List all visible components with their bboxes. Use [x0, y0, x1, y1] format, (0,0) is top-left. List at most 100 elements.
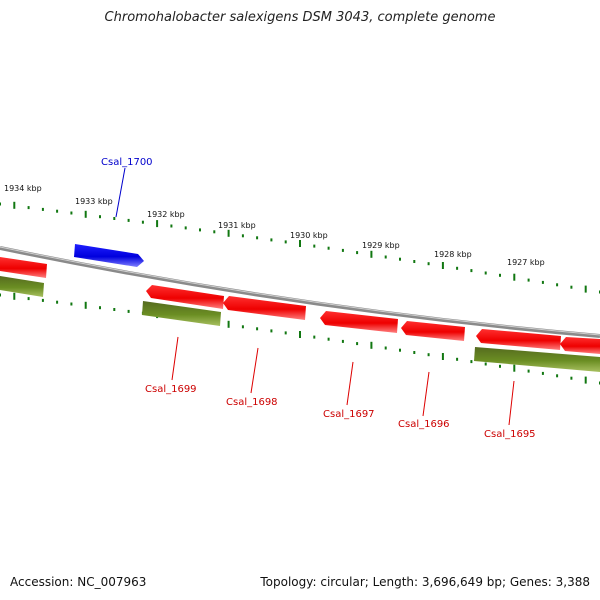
minor-tick — [99, 306, 101, 310]
leader-csal-1700 — [115, 167, 126, 218]
minor-tick — [127, 218, 130, 222]
accession-label: Accession: NC_007963 — [10, 575, 147, 589]
kbp-label: 1933 kbp — [75, 197, 113, 206]
genome-title: Chromohalobacter salexigens DSM 3043, co… — [104, 10, 496, 25]
minor-tick — [70, 211, 73, 215]
minor-tick — [0, 293, 1, 297]
leader-csal-1696 — [422, 371, 430, 417]
minor-tick — [570, 285, 573, 289]
major-tick — [84, 301, 87, 309]
label-leaders — [115, 167, 515, 426]
gene-labels: Csal_1700 Csal_1699 Csal_1698 Csal_1697 … — [101, 157, 536, 440]
kbp-label: 1934 kbp — [4, 184, 42, 193]
minor-tick — [284, 240, 287, 244]
gene-label-csal-1700[interactable]: Csal_1700 — [101, 157, 153, 168]
minor-tick — [427, 262, 430, 266]
minor-tick — [470, 269, 473, 273]
cds-csal-1695[interactable] — [474, 347, 600, 372]
minor-tick — [341, 248, 344, 252]
kbp-label: 1931 kbp — [218, 221, 256, 230]
major-tick — [370, 341, 373, 349]
leader-csal-1698 — [250, 347, 259, 394]
major-tick — [441, 353, 444, 360]
minor-tick — [27, 297, 30, 301]
gene-label-csal-1698[interactable]: Csal_1698 — [226, 397, 278, 408]
minor-tick — [399, 348, 401, 352]
minor-tick — [356, 251, 359, 255]
minor-tick — [113, 217, 116, 220]
minor-tick — [341, 339, 344, 343]
minor-tick — [127, 309, 130, 313]
minor-tick — [470, 360, 473, 364]
cds-csal-1699[interactable] — [142, 301, 221, 326]
gene-reverse-csal-1695[interactable] — [476, 329, 561, 350]
minor-tick — [70, 302, 73, 306]
major-tick — [513, 273, 516, 281]
minor-tick — [241, 325, 244, 329]
cds-left-edge[interactable] — [0, 276, 44, 297]
minor-tick — [541, 280, 544, 284]
minor-tick — [184, 226, 187, 230]
minor-tick — [256, 327, 259, 331]
gene-label-csal-1695[interactable]: Csal_1695 — [484, 429, 536, 440]
kbp-label: 1930 kbp — [290, 231, 328, 240]
gene-label-csal-1696[interactable]: Csal_1696 — [398, 419, 450, 430]
major-tick — [84, 210, 87, 218]
minor-tick — [141, 220, 144, 224]
minor-tick — [327, 246, 330, 250]
kbp-label: 1932 kbp — [147, 210, 185, 219]
gene-forward-csal-1700[interactable] — [74, 244, 144, 267]
minor-tick — [327, 337, 330, 341]
leader-csal-1697 — [346, 361, 354, 406]
major-tick — [299, 331, 301, 338]
minor-tick — [456, 266, 459, 270]
minor-tick — [499, 364, 501, 368]
minor-tick — [556, 283, 559, 287]
minor-tick — [499, 273, 501, 277]
minor-tick — [199, 228, 201, 232]
gene-label-csal-1697[interactable]: Csal_1697 — [323, 409, 375, 420]
leader-csal-1695 — [508, 380, 515, 426]
gene-reverse-left-edge[interactable] — [0, 257, 47, 278]
gene-reverse-csal-1699[interactable] — [146, 285, 224, 309]
major-tick — [584, 376, 587, 384]
major-tick — [227, 229, 230, 237]
minor-tick — [570, 376, 573, 380]
genome-summary: Topology: circular; Length: 3,696,649 bp… — [260, 575, 590, 589]
minor-tick — [556, 374, 559, 378]
major-tick — [513, 364, 516, 372]
minor-tick — [527, 369, 530, 373]
reverse-genes — [0, 257, 600, 354]
gene-reverse-csal-1698[interactable] — [223, 296, 306, 320]
minor-tick — [0, 202, 1, 206]
cds-track — [0, 276, 600, 372]
minor-tick — [99, 215, 101, 219]
minor-tick — [270, 329, 273, 333]
minor-tick — [427, 353, 430, 357]
minor-tick — [413, 260, 416, 263]
minor-tick — [56, 300, 59, 304]
gene-reverse-csal-1697[interactable] — [320, 311, 398, 333]
major-tick — [441, 262, 444, 269]
gene-reverse-csal-1696[interactable] — [401, 321, 465, 341]
minor-tick — [170, 224, 173, 228]
minor-tick — [113, 308, 116, 311]
minor-tick — [313, 244, 316, 248]
minor-tick — [256, 236, 259, 240]
kbp-label: 1928 kbp — [434, 250, 472, 259]
minor-tick — [313, 335, 316, 339]
major-tick — [299, 240, 301, 247]
genome-backbone-highlight — [0, 246, 600, 336]
minor-tick — [41, 207, 44, 211]
minor-tick — [41, 298, 44, 302]
gene-reverse-right-edge[interactable] — [560, 337, 600, 354]
major-tick — [584, 285, 587, 293]
gene-label-csal-1699[interactable]: Csal_1699 — [145, 384, 197, 395]
major-tick — [156, 220, 159, 228]
minor-tick — [241, 234, 244, 238]
kbp-label: 1927 kbp — [507, 258, 545, 267]
minor-tick — [356, 342, 359, 346]
minor-tick — [413, 351, 416, 354]
minor-tick — [270, 238, 273, 242]
